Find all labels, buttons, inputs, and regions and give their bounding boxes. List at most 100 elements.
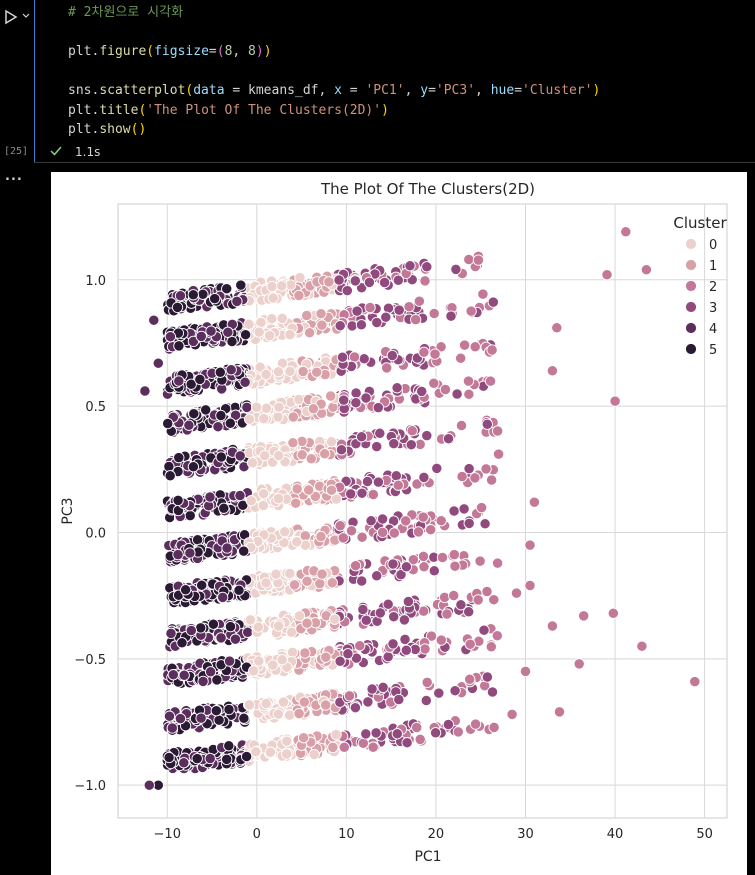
scatter-point <box>329 613 341 625</box>
scatter-point <box>311 366 323 378</box>
y-tick-label: 1.0 <box>85 274 106 289</box>
scatter-point <box>403 301 415 313</box>
scatter-point <box>480 463 492 475</box>
x-tick-label: 40 <box>607 827 624 842</box>
scatter-point <box>350 397 362 409</box>
scatter-point <box>376 526 389 539</box>
scatter-point <box>185 624 197 637</box>
scatter-point <box>303 327 316 339</box>
scatter-point <box>463 517 475 530</box>
scatter-point <box>195 622 207 634</box>
scatter-point <box>308 748 320 761</box>
scatter-point <box>338 394 350 406</box>
code-token: ( <box>185 83 194 98</box>
scatter-point <box>325 436 338 448</box>
y-tick-label: −1.0 <box>74 779 106 794</box>
scatter-point <box>319 448 331 460</box>
scatter-point <box>210 705 222 717</box>
scatter-point <box>350 387 362 399</box>
scatter-point <box>179 584 192 596</box>
scatter-point <box>303 484 315 496</box>
code-token: figsize <box>154 44 209 59</box>
scatter-point <box>445 310 457 322</box>
scatter-point <box>463 462 475 475</box>
code-editor[interactable]: # 2차원으로 시각화 plt.figure(figsize=(8, 8)) s… <box>68 3 600 140</box>
scatter-point <box>428 377 440 389</box>
code-token: 'Cluster' <box>522 83 593 98</box>
scatter-point <box>463 606 475 618</box>
scatter-point <box>374 607 386 619</box>
code-token: . <box>91 102 100 118</box>
legend-label: 3 <box>709 301 717 316</box>
scatter-point <box>218 502 230 514</box>
scatter-point <box>163 710 176 722</box>
code-cell[interactable]: # 2차원으로 시각화 plt.figure(figsize=(8, 8)) s… <box>0 0 755 163</box>
scatter-point <box>477 288 489 300</box>
scatter-point <box>484 375 497 387</box>
output-menu-icon[interactable]: ... <box>5 169 23 184</box>
chevron-down-icon[interactable] <box>21 11 31 21</box>
scatter-point <box>689 675 701 688</box>
scatter-point <box>524 579 536 592</box>
scatter-point <box>351 305 363 317</box>
scatter-point <box>299 647 311 659</box>
scatter-point <box>481 585 493 598</box>
scatter-point <box>152 357 164 369</box>
scatter-point <box>506 708 518 721</box>
scatter-point <box>355 319 368 331</box>
scatter-point <box>463 388 475 400</box>
scatter-point <box>355 282 368 294</box>
scatter-point <box>456 470 468 483</box>
scatter-point <box>239 376 251 388</box>
scatter-point <box>167 669 179 681</box>
scatter-point <box>416 385 428 398</box>
scatter-point <box>264 746 277 758</box>
scatter-point <box>204 491 216 503</box>
scatter-point <box>239 329 252 341</box>
scatter-point <box>419 643 431 655</box>
scatter-point <box>609 395 621 407</box>
scatter-point <box>204 666 217 678</box>
scatter-point <box>355 431 368 443</box>
legend-marker <box>685 238 697 250</box>
scatter-point <box>243 318 255 330</box>
scatter-point <box>546 365 559 377</box>
x-tick-label: 10 <box>338 827 355 842</box>
legend-marker <box>685 301 697 313</box>
scatter-point <box>449 685 461 697</box>
scatter-point <box>238 712 250 724</box>
scatter-point <box>387 558 399 570</box>
scatter-point <box>164 331 177 343</box>
scatter-point <box>451 388 463 400</box>
legend-label: 4 <box>709 322 717 337</box>
scatter-point <box>442 718 455 731</box>
scatter-point <box>252 621 264 633</box>
legend-label: 5 <box>709 343 717 358</box>
scatter-point <box>334 320 346 332</box>
scatter-point <box>200 404 212 416</box>
legend-title: Cluster <box>673 214 727 232</box>
output-figure: The Plot Of The Clusters(2D) −10 0 10 20 30 4… <box>51 172 747 875</box>
scatter-point <box>235 279 247 291</box>
scatter-point <box>266 280 278 293</box>
scatter-point <box>428 307 440 320</box>
scatter-point <box>173 375 185 387</box>
scatter-point <box>448 548 460 561</box>
scatter-point <box>178 757 190 769</box>
scatter-point <box>281 748 293 760</box>
scatter-point <box>215 632 227 644</box>
scatter-point <box>345 488 357 500</box>
scatter-point <box>139 385 151 397</box>
execution-count: [25] <box>4 146 29 157</box>
scatter-point <box>224 417 236 429</box>
scatter-point <box>400 561 413 573</box>
scatter-point <box>286 646 299 659</box>
scatter-point <box>367 488 379 501</box>
legend-label: 1 <box>709 259 717 274</box>
legend-marker <box>685 322 697 334</box>
scatter-point <box>487 296 499 308</box>
scatter-point <box>250 746 262 758</box>
run-cell-icon[interactable] <box>4 9 18 25</box>
code-token: scatterplot <box>99 83 186 98</box>
scatter-point <box>390 470 402 482</box>
